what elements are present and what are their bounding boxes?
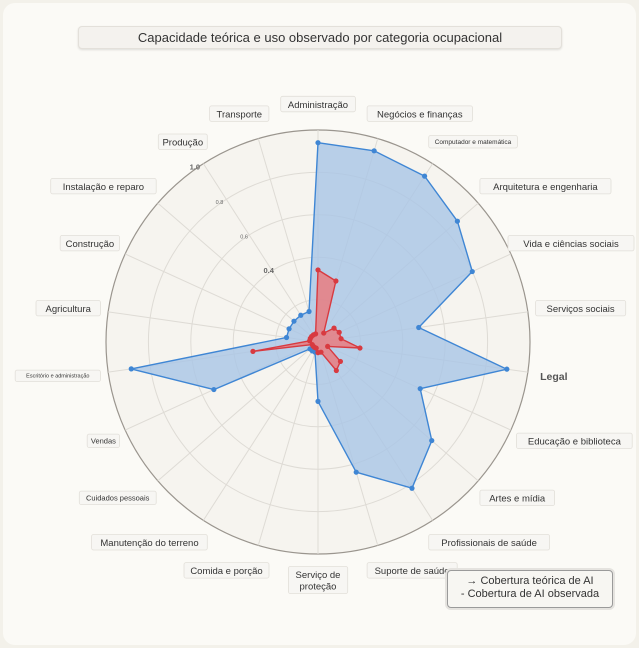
grid-spoke [124, 253, 319, 343]
theoretical-point-5 [416, 324, 422, 331]
svg-text:Vendas: Vendas [91, 437, 116, 446]
grid-spoke [202, 341, 319, 521]
category-label-14: Cuidados pessoais [78, 490, 157, 506]
theoretical-point-3 [454, 218, 460, 224]
theoretical-point-8 [429, 437, 435, 444]
legend: → Cobertura teórica de AI - Cobertura de… [447, 570, 613, 608]
category-label-3: Arquitetura e engenharia [479, 177, 612, 195]
category-label-17: Agricultura [35, 299, 101, 317]
category-label-12: Comida e porção [183, 562, 270, 579]
svg-text:proteção: proteção [300, 582, 337, 593]
theoretical-point-0 [315, 140, 321, 146]
svg-text:Educação e biblioteca: Educação e biblioteca [528, 437, 622, 448]
theoretical-point-1 [371, 148, 377, 154]
radial-tick-label: 0.6 [240, 235, 248, 241]
category-label-10: Suporte de saúde [366, 562, 458, 579]
svg-text:Manutenção do terreno: Manutenção do terreno [100, 538, 198, 549]
category-label-9: Profissionais de saúde [428, 534, 551, 551]
svg-text:Comida e porção: Comida e porção [190, 566, 262, 577]
svg-text:Serviço de: Serviço de [296, 570, 341, 581]
grid-spoke [257, 341, 319, 546]
category-label-5: Serviços sociais [535, 299, 627, 317]
category-labels: Administração Negócios e finanças Computad… [14, 95, 635, 594]
svg-text:Suporte de saúde: Suporte de saúde [375, 566, 450, 577]
svg-text:Instalação e reparo: Instalação e reparo [63, 182, 144, 193]
category-label-18: Construção [59, 234, 120, 252]
svg-text:Arquitetura e engenharia: Arquitetura e engenharia [493, 182, 598, 193]
category-label-2: Computador e matemática [428, 135, 518, 149]
grid-spoke [257, 138, 319, 343]
category-label-8: Artes e mídia [479, 489, 555, 507]
category-label-7: Educação e biblioteca [516, 432, 633, 450]
svg-text:Serviços sociais: Serviços sociais [547, 304, 615, 315]
chart-title: Capacidade teórica e uso observado por c… [78, 26, 562, 49]
theoretical-point-6 [504, 366, 510, 372]
svg-text:Negócios e finanças: Negócios e finanças [377, 109, 463, 120]
svg-text:Legal: Legal [540, 371, 568, 383]
category-label-19: Instalação e reparo [50, 177, 157, 195]
svg-text:Escritório e administração: Escritório e administração [26, 374, 89, 380]
category-label-21: Transporte [209, 105, 270, 122]
svg-text:Construção: Construção [66, 239, 115, 250]
svg-text:Administração: Administração [288, 100, 348, 111]
observed-point-5 [338, 336, 344, 342]
grid-spoke [157, 341, 319, 482]
observed-point-11 [315, 350, 321, 356]
theoretical-point-18 [286, 326, 292, 332]
category-label-6: Legal [540, 371, 568, 383]
theoretical-point-16 [128, 366, 134, 372]
theoretical-point-11 [315, 398, 321, 404]
observed-point-7 [325, 343, 331, 350]
theoretical-point-7 [417, 386, 423, 392]
observed-point-8 [337, 358, 344, 365]
radial-tick-label: 0.4 [263, 266, 274, 275]
grid-spoke [108, 311, 319, 343]
observed-point-0 [315, 267, 321, 273]
theoretical-point-2 [421, 173, 428, 179]
category-label-4: Vida e ciências sociais [507, 234, 635, 252]
observed-point-6 [357, 345, 363, 351]
radial-tick-labels: 0.4 0.6 0.8 1.0 [190, 163, 275, 276]
theoretical-point-21 [306, 308, 312, 315]
theoretical-point-15 [211, 386, 217, 393]
observed-point-15 [309, 342, 315, 348]
radial-tick-label: 0.8 [216, 200, 224, 206]
theoretical-point-17 [283, 334, 290, 341]
theoretical-point-10 [353, 469, 359, 475]
series-observed [250, 267, 363, 374]
svg-text:Profissionais de saúde: Profissionais de saúde [441, 538, 537, 549]
category-label-20: Produção [157, 133, 208, 150]
grid-spoke [202, 163, 319, 343]
observed-point-3 [331, 325, 337, 331]
svg-text:Cuidados pessoais: Cuidados pessoais [86, 494, 150, 503]
svg-text:Agricultura: Agricultura [45, 304, 91, 315]
category-label-15: Vendas [86, 433, 120, 449]
theoretical-point-19 [291, 318, 297, 324]
observed-point-4 [336, 329, 342, 335]
observed-point-1 [333, 278, 339, 284]
svg-text:Artes e mídia: Artes e mídia [489, 494, 546, 505]
observed-point-2 [321, 330, 327, 336]
category-label-16: Escritório e administração [14, 369, 101, 383]
category-label-13: Manutenção do terreno [91, 534, 208, 551]
theoretical-point-20 [298, 312, 304, 318]
svg-text:Produção: Produção [162, 138, 203, 149]
grid-spoke [157, 202, 319, 343]
svg-text:Computador e matemática: Computador e matemática [435, 139, 512, 146]
legend-item-observed: - Cobertura de AI observada [460, 588, 600, 600]
theoretical-point-4 [469, 268, 475, 275]
theoretical-point-9 [409, 485, 415, 491]
category-label-0: Administração [280, 95, 356, 113]
category-label-1: Negócios e finanças [366, 105, 474, 122]
legend-item-theoretical: → Cobertura teórica de AI [466, 575, 594, 587]
observed-point-16 [250, 348, 256, 354]
observed-point-21 [313, 331, 319, 337]
radial-tick-label: 1.0 [190, 163, 200, 172]
observed-point-9 [333, 367, 339, 374]
svg-text:Vida e ciências sociais: Vida e ciências sociais [523, 239, 619, 250]
svg-text:Transporte: Transporte [217, 109, 263, 120]
